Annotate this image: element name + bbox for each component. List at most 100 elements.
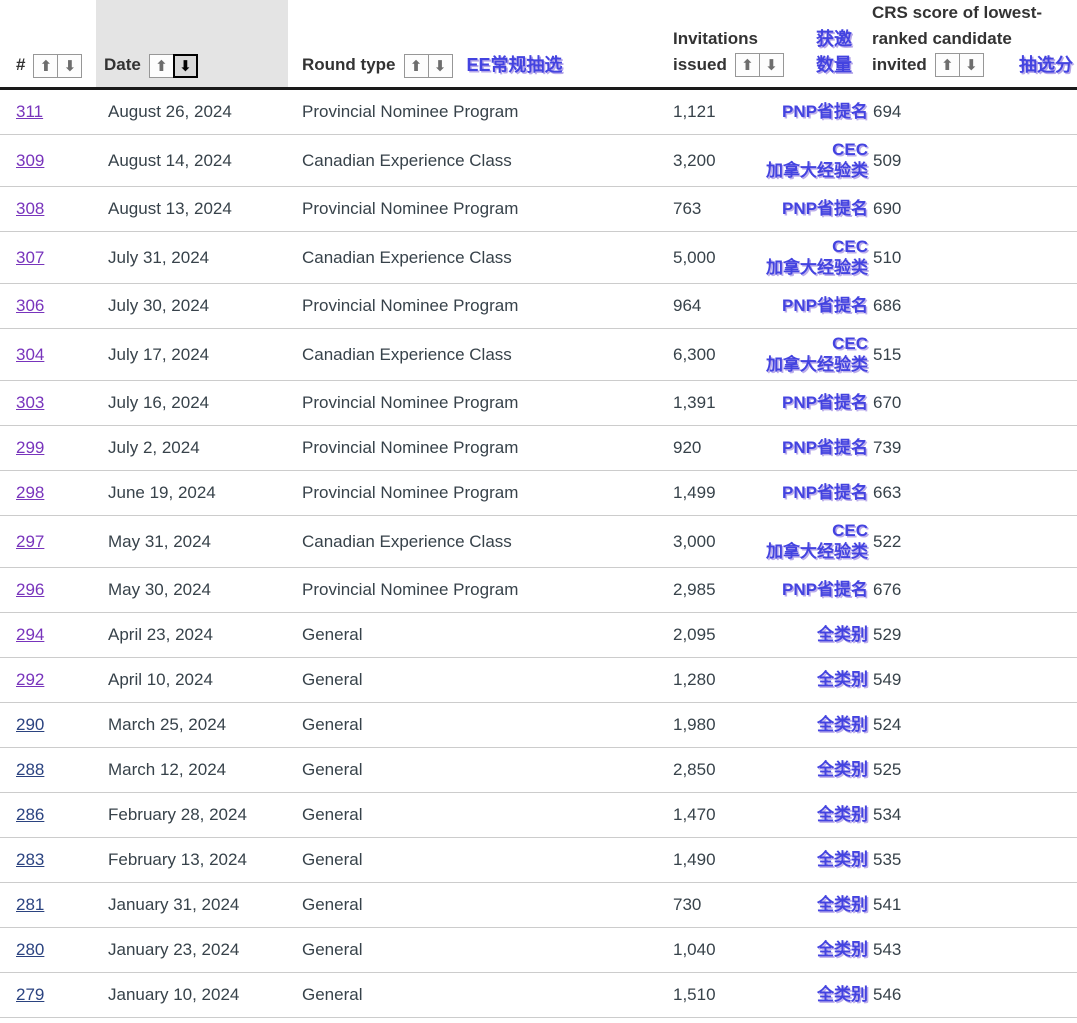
sort-up-icon: ⬆ (40, 59, 53, 74)
round-type-cell: General (288, 670, 666, 690)
round-number-cell: 309 (0, 151, 96, 171)
round-type-sort-desc-button[interactable]: ⬇ (428, 54, 453, 78)
date-cell: June 19, 2024 (96, 483, 288, 503)
table-row: 308 August 13, 2024 Provincial Nominee P… (0, 187, 1077, 232)
round-type-cell: General (288, 625, 666, 645)
round-number-link[interactable]: 297 (16, 532, 44, 551)
crs-score-cell: 694 (868, 102, 901, 122)
crs-score-cell: 515 (868, 345, 901, 365)
table-row: 280 January 23, 2024 General 1,040 全类别 5… (0, 928, 1077, 973)
round-number-link[interactable]: 292 (16, 670, 44, 689)
sort-down-icon: ⬇ (434, 59, 447, 74)
round-number-link[interactable]: 306 (16, 296, 44, 315)
round-number-link[interactable]: 283 (16, 850, 44, 869)
header-invitations-column: Invitations issued ⬆⬇ 获邀 数量 (666, 0, 868, 87)
date-sort-asc-button[interactable]: ⬆ (149, 54, 174, 78)
round-type-cell: Canadian Experience Class (288, 532, 666, 552)
invitations-column-label-line2: issued (673, 52, 727, 78)
round-number-cell: 290 (0, 715, 96, 735)
round-number-cell: 296 (0, 580, 96, 600)
round-type-cell: General (288, 805, 666, 825)
table-row: 283 February 13, 2024 General 1,490 全类别 … (0, 838, 1077, 883)
table-row: 311 August 26, 2024 Provincial Nominee P… (0, 90, 1077, 135)
round-number-link[interactable]: 307 (16, 248, 44, 267)
round-number-cell: 297 (0, 532, 96, 552)
crs-score-cell: 522 (868, 532, 901, 552)
round-number-link[interactable]: 286 (16, 805, 44, 824)
round-number-link[interactable]: 308 (16, 199, 44, 218)
crs-score-cell: 509 (868, 151, 901, 171)
round-type-cell: General (288, 895, 666, 915)
invitations-cell: 964 (666, 296, 728, 316)
round-number-cell: 292 (0, 670, 96, 690)
invitations-cell: 1,499 (666, 483, 728, 503)
invitations-sort-group: ⬆⬇ (735, 53, 784, 77)
round-number-cell: 281 (0, 895, 96, 915)
invitations-sort-asc-button[interactable]: ⬆ (735, 53, 760, 77)
date-cell: February 13, 2024 (96, 850, 288, 870)
crs-score-cell: 686 (868, 296, 901, 316)
header-round-type-column: Round type ⬆⬇ EE常规抽选 (288, 0, 666, 87)
date-cell: August 14, 2024 (96, 151, 288, 171)
sort-down-icon: ⬇ (965, 58, 978, 73)
crs-sort-group: ⬆⬇ (935, 53, 984, 77)
invitations-sort-desc-button[interactable]: ⬇ (759, 53, 784, 77)
round-number-link[interactable]: 290 (16, 715, 44, 734)
round-type-chinese-annotation: PNP省提名 (728, 580, 868, 600)
number-sort-desc-button[interactable]: ⬇ (57, 54, 82, 78)
round-number-link[interactable]: 309 (16, 151, 44, 170)
crs-score-cell: 663 (868, 483, 901, 503)
date-sort-desc-button-active[interactable]: ⬇ (173, 54, 198, 78)
round-number-link[interactable]: 303 (16, 393, 44, 412)
crs-score-cell: 739 (868, 438, 901, 458)
date-cell: August 13, 2024 (96, 199, 288, 219)
round-type-cell: General (288, 760, 666, 780)
round-number-link[interactable]: 296 (16, 580, 44, 599)
number-sort-asc-button[interactable]: ⬆ (33, 54, 58, 78)
invitations-cell: 3,200 (666, 151, 728, 171)
draw-rounds-table: # ⬆⬇ Date ⬆⬇ Round type ⬆⬇ EE常规抽选 Invita… (0, 0, 1077, 1018)
table-body: 311 August 26, 2024 Provincial Nominee P… (0, 90, 1077, 1018)
round-type-chinese-annotation: 全类别 (728, 715, 868, 735)
date-cell: January 31, 2024 (96, 895, 288, 915)
round-type-sort-asc-button[interactable]: ⬆ (404, 54, 429, 78)
table-header-row: # ⬆⬇ Date ⬆⬇ Round type ⬆⬇ EE常规抽选 Invita… (0, 0, 1077, 90)
invitations-chinese-label: 获邀 数量 (816, 26, 852, 78)
round-type-chinese-annotation: 全类别 (728, 760, 868, 780)
round-type-chinese-annotation: CEC 加拿大经验类 (728, 521, 868, 561)
invitations-column-label: Invitations issued ⬆⬇ (673, 26, 784, 78)
date-cell: July 31, 2024 (96, 248, 288, 268)
invitations-cell: 1,121 (666, 102, 728, 122)
round-number-link[interactable]: 288 (16, 760, 44, 779)
table-row: 294 April 23, 2024 General 2,095 全类别 529 (0, 613, 1077, 658)
crs-score-cell: 510 (868, 248, 901, 268)
sort-up-icon: ⬆ (741, 58, 754, 73)
round-type-sort-group: ⬆⬇ (404, 54, 453, 78)
table-row: 292 April 10, 2024 General 1,280 全类别 549 (0, 658, 1077, 703)
table-row: 304 July 17, 2024 Canadian Experience Cl… (0, 329, 1077, 381)
round-number-link[interactable]: 304 (16, 345, 44, 364)
round-number-link[interactable]: 299 (16, 438, 44, 457)
date-column-label: Date (104, 52, 141, 78)
date-cell: April 23, 2024 (96, 625, 288, 645)
round-type-cell: General (288, 715, 666, 735)
date-cell: May 30, 2024 (96, 580, 288, 600)
crs-column-label-line3: invited (872, 52, 927, 78)
table-row: 303 July 16, 2024 Provincial Nominee Pro… (0, 381, 1077, 426)
round-number-link[interactable]: 311 (16, 102, 43, 121)
date-cell: May 31, 2024 (96, 532, 288, 552)
sort-down-icon: ⬇ (64, 59, 77, 74)
sort-up-icon: ⬆ (155, 59, 168, 74)
round-number-link[interactable]: 280 (16, 940, 44, 959)
round-number-link[interactable]: 281 (16, 895, 44, 914)
crs-sort-desc-button[interactable]: ⬇ (959, 53, 984, 77)
round-number-link[interactable]: 298 (16, 483, 44, 502)
round-number-link[interactable]: 294 (16, 625, 44, 644)
round-type-cell: Provincial Nominee Program (288, 102, 666, 122)
round-type-chinese-annotation: 全类别 (728, 670, 868, 690)
crs-sort-asc-button[interactable]: ⬆ (935, 53, 960, 77)
date-cell: January 10, 2024 (96, 985, 288, 1005)
date-cell: July 2, 2024 (96, 438, 288, 458)
date-cell: August 26, 2024 (96, 102, 288, 122)
round-number-link[interactable]: 279 (16, 985, 44, 1004)
